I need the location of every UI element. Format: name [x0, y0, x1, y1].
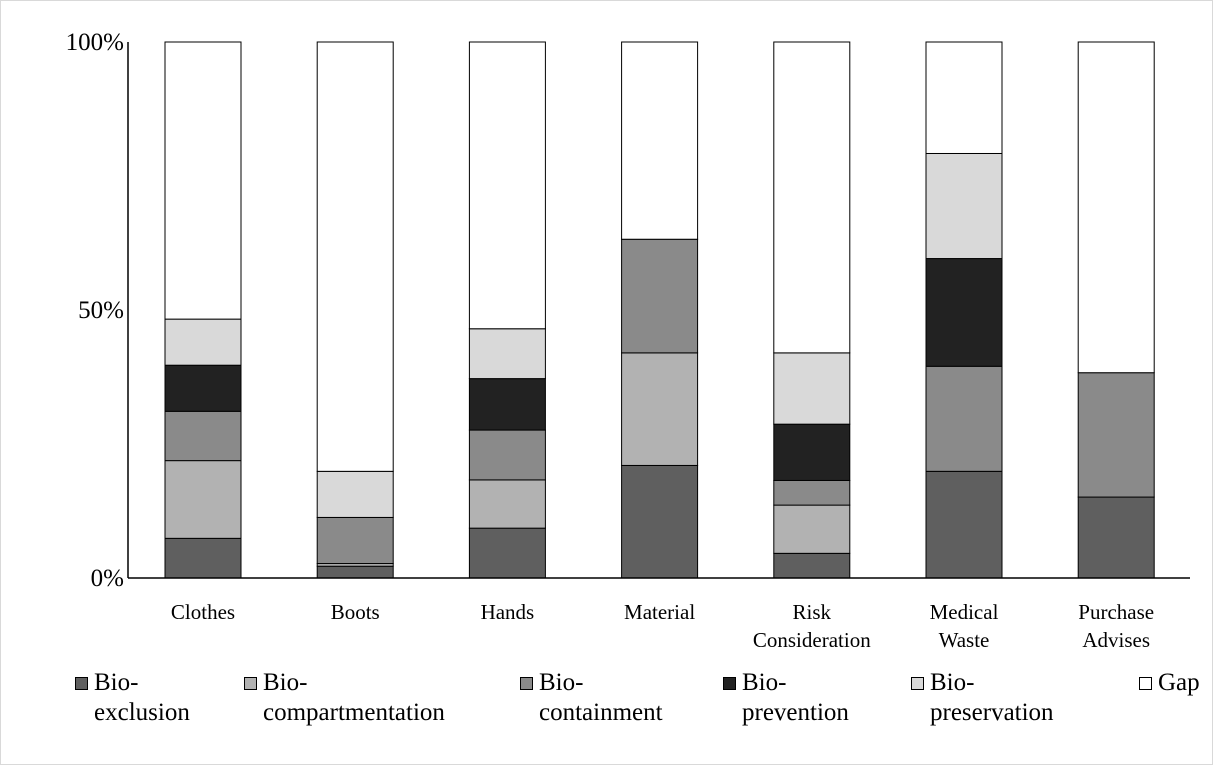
x-tick-label: Material	[624, 600, 695, 624]
bar-medical-waste-bio-prevention	[925, 258, 1003, 367]
y-tick-label: 100%	[66, 29, 124, 56]
x-tick-labels: Clothes Boots Hands Material Risk Considerati…	[171, 600, 1154, 652]
y-tick-labels: 0% 50% 100%	[66, 29, 124, 592]
bar-risk-consideration-bio-containment	[773, 479, 851, 506]
bar-clothes-bio-prevention	[164, 364, 242, 412]
legend-label: Bio- containment	[539, 669, 663, 726]
bar-material-bio-containment	[621, 238, 699, 354]
bars-group	[164, 41, 1155, 579]
bar-hands-bio-prevention	[468, 378, 546, 431]
legend-swatch	[520, 677, 533, 690]
bar-medical-waste-bio-containment	[925, 365, 1003, 472]
bar-hands-bio-containment	[468, 429, 546, 481]
legend-label: Bio- prevention	[742, 669, 849, 726]
x-tick-label: Advises	[1082, 628, 1150, 652]
bar-clothes-bio-exclusion	[164, 537, 242, 579]
bar-hands-gap	[468, 41, 546, 330]
x-tick-label: Medical	[930, 600, 999, 624]
bar-risk-consideration-bio-exclusion	[773, 552, 851, 579]
x-tick-label: Consideration	[753, 628, 871, 652]
y-tick-label: 50%	[78, 297, 124, 324]
bar-medical-waste-gap	[925, 41, 1003, 154]
bar-medical-waste-bio-exclusion	[925, 470, 1003, 579]
x-tick-label: Hands	[481, 600, 535, 624]
legend-label: Bio- preservation	[930, 669, 1054, 726]
bar-hands-bio-preservation	[468, 328, 546, 380]
bar-clothes-gap	[164, 41, 242, 320]
legend-swatch	[244, 677, 257, 690]
bar-purchase-advises-bio-exclusion	[1077, 496, 1155, 579]
bar-boots-bio-preservation	[316, 470, 394, 518]
bar-clothes-bio-containment	[164, 410, 242, 462]
bar-purchase-advises-bio-containment	[1077, 372, 1155, 498]
x-tick-label: Waste	[939, 628, 990, 652]
legend-label: Bio- exclusion	[94, 669, 190, 726]
bar-clothes-bio-compartmentation	[164, 460, 242, 539]
bar-boots-gap	[316, 41, 394, 472]
bar-material-gap	[621, 41, 699, 240]
legend-swatch	[911, 677, 924, 690]
bar-material-bio-compartmentation	[621, 352, 699, 466]
legend-label: Bio- compartmentation	[263, 669, 445, 726]
legend-swatch	[723, 677, 736, 690]
bar-clothes-bio-preservation	[164, 318, 242, 366]
bar-hands-bio-exclusion	[468, 527, 546, 579]
axes-group	[127, 42, 1190, 579]
bar-risk-consideration-bio-compartmentation	[773, 504, 851, 554]
x-tick-label: Risk	[793, 600, 832, 624]
bar-material-bio-exclusion	[621, 464, 699, 579]
legend-swatch	[1139, 677, 1152, 690]
bar-purchase-advises-gap	[1077, 41, 1155, 374]
bar-risk-consideration-bio-preservation	[773, 352, 851, 425]
legend-swatch	[75, 677, 88, 690]
bar-medical-waste-bio-preservation	[925, 152, 1003, 260]
bar-risk-consideration-bio-prevention	[773, 423, 851, 481]
y-tick-label: 0%	[91, 565, 124, 592]
bar-boots-bio-containment	[316, 516, 394, 565]
x-tick-label: Clothes	[171, 600, 235, 624]
bar-hands-bio-compartmentation	[468, 479, 546, 529]
x-tick-label: Boots	[331, 600, 380, 624]
bar-boots-bio-exclusion	[316, 565, 394, 579]
bar-risk-consideration-gap	[773, 41, 851, 354]
legend-label: Gap	[1158, 669, 1200, 696]
x-tick-label: Purchase	[1078, 600, 1154, 624]
